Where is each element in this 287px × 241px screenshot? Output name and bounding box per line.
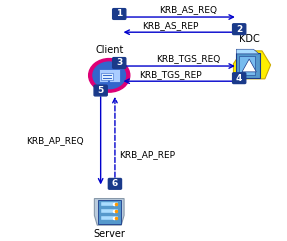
Text: 2: 2	[236, 25, 242, 34]
FancyBboxPatch shape	[101, 209, 118, 214]
FancyBboxPatch shape	[232, 24, 246, 34]
Text: 4: 4	[236, 74, 242, 83]
Text: KRB_TGS_REP: KRB_TGS_REP	[139, 70, 202, 79]
Text: KDC: KDC	[239, 34, 259, 44]
FancyBboxPatch shape	[101, 73, 113, 80]
Text: KRB_AP_REQ: KRB_AP_REQ	[26, 136, 84, 145]
Polygon shape	[242, 59, 256, 72]
Text: KRB_AP_REP: KRB_AP_REP	[119, 150, 175, 159]
Polygon shape	[236, 49, 259, 54]
Text: KRB_TGS_REQ: KRB_TGS_REQ	[156, 54, 220, 63]
FancyBboxPatch shape	[239, 56, 255, 75]
Text: 5: 5	[98, 86, 104, 95]
Text: 1: 1	[116, 9, 122, 19]
FancyBboxPatch shape	[98, 200, 121, 224]
Polygon shape	[233, 51, 271, 79]
FancyBboxPatch shape	[113, 58, 126, 68]
FancyBboxPatch shape	[236, 54, 260, 78]
Text: Client: Client	[95, 45, 123, 55]
Text: 6: 6	[112, 179, 118, 188]
FancyBboxPatch shape	[99, 69, 119, 82]
Text: Server: Server	[93, 229, 125, 239]
FancyBboxPatch shape	[113, 9, 126, 19]
FancyBboxPatch shape	[94, 85, 107, 96]
FancyBboxPatch shape	[108, 179, 121, 189]
Circle shape	[89, 59, 130, 92]
FancyBboxPatch shape	[101, 202, 118, 207]
FancyBboxPatch shape	[232, 73, 246, 84]
Text: KRB_AS_REP: KRB_AS_REP	[142, 21, 199, 30]
Text: 3: 3	[116, 59, 122, 67]
Text: KRB_AS_REQ: KRB_AS_REQ	[159, 5, 217, 14]
Circle shape	[93, 62, 125, 89]
Polygon shape	[94, 199, 124, 225]
FancyBboxPatch shape	[101, 216, 118, 221]
